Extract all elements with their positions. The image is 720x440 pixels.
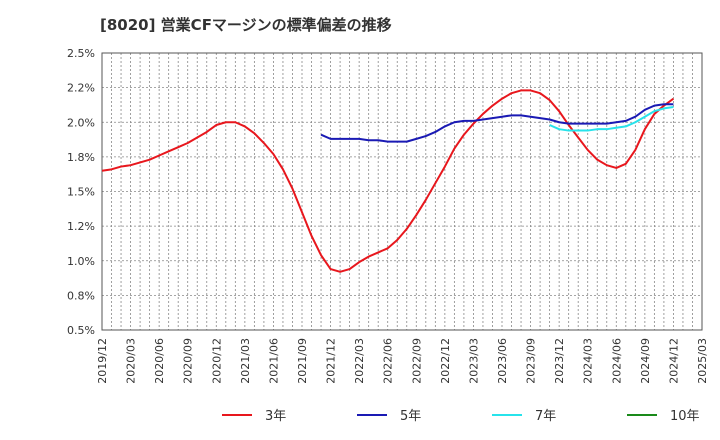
plot-area: 0.5% 0.8% 1.0% 1.2% 1.5% 1.8% 2.0% 2.2% 2.5% 2019… — [67, 47, 709, 384]
legend: 3年 5年 7年 10年 — [222, 409, 700, 424]
y-tick-label: 2.5% — [67, 47, 95, 60]
legend-item: 5年 — [357, 409, 421, 424]
x-tick-label: 2021/06 — [267, 338, 280, 384]
legend-label: 7年 — [535, 409, 556, 424]
x-tick-label: 2021/12 — [325, 338, 338, 384]
y-tick-label: 0.8% — [67, 289, 95, 302]
x-tick-label: 2020/12 — [210, 338, 223, 384]
y-tick-label: 1.8% — [67, 151, 95, 164]
legend-item: 10年 — [627, 409, 700, 424]
x-tick-label: 2020/03 — [125, 338, 138, 384]
x-tick-label: 2024/12 — [667, 338, 680, 384]
x-tick-label: 2022/12 — [439, 338, 452, 384]
x-tick-label: 2022/06 — [382, 338, 395, 384]
x-tick-label: 2022/09 — [410, 338, 423, 384]
x-tick-label: 2025/03 — [696, 338, 709, 384]
x-tick-label: 2023/03 — [467, 338, 480, 384]
x-tick-label: 2020/06 — [153, 338, 166, 384]
legend-label: 3年 — [265, 409, 286, 424]
x-tick-label: 2024/03 — [582, 338, 595, 384]
x-tick-label: 2021/03 — [239, 338, 252, 384]
legend-item: 7年 — [492, 409, 556, 424]
y-tick-label: 0.5% — [67, 324, 95, 337]
x-tick-label: 2019/12 — [96, 338, 109, 384]
plot-border — [101, 52, 703, 331]
series-line — [320, 103, 674, 143]
x-tick-label: 2023/09 — [525, 338, 538, 384]
y-tick-label: 2.2% — [67, 82, 95, 95]
y-tick-label: 1.0% — [67, 255, 95, 268]
x-tick-label: 2024/09 — [639, 338, 652, 384]
legend-label: 5年 — [400, 409, 421, 424]
x-tick-label: 2021/09 — [296, 338, 309, 384]
legend-label: 10年 — [670, 409, 700, 424]
y-tick-label: 2.0% — [67, 116, 95, 129]
legend-item: 3年 — [222, 409, 286, 424]
x-tick-label: 2023/12 — [553, 338, 566, 384]
chart-title: [8020] 営業CFマージンの標準偏差の推移 — [100, 16, 392, 34]
y-tick-label: 1.5% — [67, 186, 95, 199]
x-tick-label: 2020/09 — [182, 338, 195, 384]
x-tick-label: 2024/06 — [610, 338, 623, 384]
series-line — [549, 106, 674, 132]
x-tick-label: 2022/03 — [353, 338, 366, 384]
series-line — [101, 89, 675, 273]
x-tick-label: 2023/06 — [496, 338, 509, 384]
y-tick-label: 1.2% — [67, 220, 95, 233]
